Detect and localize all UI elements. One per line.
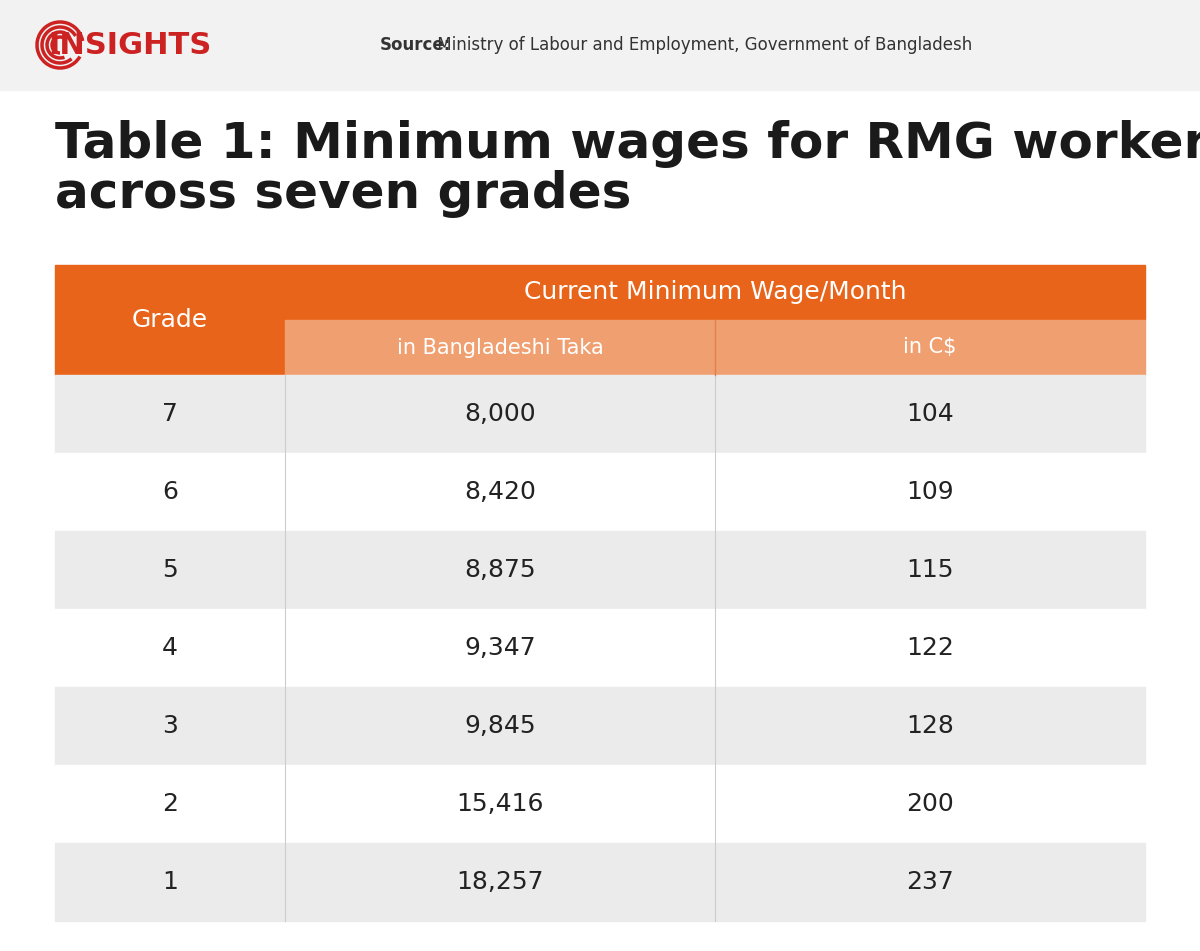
Bar (55, 843, 286, 921)
Text: 237: 237 (906, 870, 954, 894)
Bar (0, 0, 1200, 90)
Bar (715, 531, 1145, 609)
Bar (286, 843, 715, 921)
Text: 128: 128 (906, 714, 954, 738)
Text: Current Minimum Wage/Month: Current Minimum Wage/Month (523, 281, 906, 304)
Text: 200: 200 (906, 792, 954, 816)
Text: 7: 7 (162, 402, 178, 426)
Bar (715, 375, 1145, 453)
Text: 8,875: 8,875 (464, 558, 536, 582)
Bar (715, 687, 1145, 765)
Text: Grade: Grade (132, 308, 208, 332)
Bar (715, 453, 1145, 531)
Bar (286, 453, 715, 531)
Text: 9,347: 9,347 (464, 636, 536, 660)
Text: 115: 115 (906, 558, 954, 582)
Bar (55, 531, 286, 609)
Text: in C$: in C$ (904, 338, 956, 358)
Text: 109: 109 (906, 480, 954, 504)
Bar (286, 609, 715, 687)
Text: 15,416: 15,416 (456, 792, 544, 816)
Text: 122: 122 (906, 636, 954, 660)
Text: INSIGHTS: INSIGHTS (48, 30, 211, 60)
Bar (286, 375, 715, 453)
Bar (55, 453, 286, 531)
Bar (715, 609, 1145, 687)
Text: in Bangladeshi Taka: in Bangladeshi Taka (397, 338, 604, 358)
Text: 8,000: 8,000 (464, 402, 536, 426)
Bar (286, 765, 715, 843)
Text: 6: 6 (162, 480, 178, 504)
Bar (286, 531, 715, 609)
Bar (55, 609, 286, 687)
Bar (715, 320, 1145, 375)
Bar (55, 765, 286, 843)
Bar (286, 687, 715, 765)
Text: 5: 5 (162, 558, 178, 582)
Text: 2: 2 (162, 792, 178, 816)
Bar (55, 265, 286, 375)
Text: 18,257: 18,257 (456, 870, 544, 894)
Text: 1: 1 (162, 870, 178, 894)
Bar (286, 320, 715, 375)
Bar (286, 265, 1145, 320)
Text: Ministry of Labour and Employment, Government of Bangladesh: Ministry of Labour and Employment, Gover… (432, 36, 972, 54)
Text: Table 1: Minimum wages for RMG workers: Table 1: Minimum wages for RMG workers (55, 120, 1200, 168)
Bar (715, 765, 1145, 843)
Bar (55, 375, 286, 453)
Text: 4: 4 (162, 636, 178, 660)
Text: across seven grades: across seven grades (55, 170, 631, 218)
Text: 3: 3 (162, 714, 178, 738)
Bar (715, 843, 1145, 921)
Bar (55, 687, 286, 765)
Text: 104: 104 (906, 402, 954, 426)
Text: 9,845: 9,845 (464, 714, 536, 738)
Text: 8,420: 8,420 (464, 480, 536, 504)
Text: Source:: Source: (380, 36, 451, 54)
